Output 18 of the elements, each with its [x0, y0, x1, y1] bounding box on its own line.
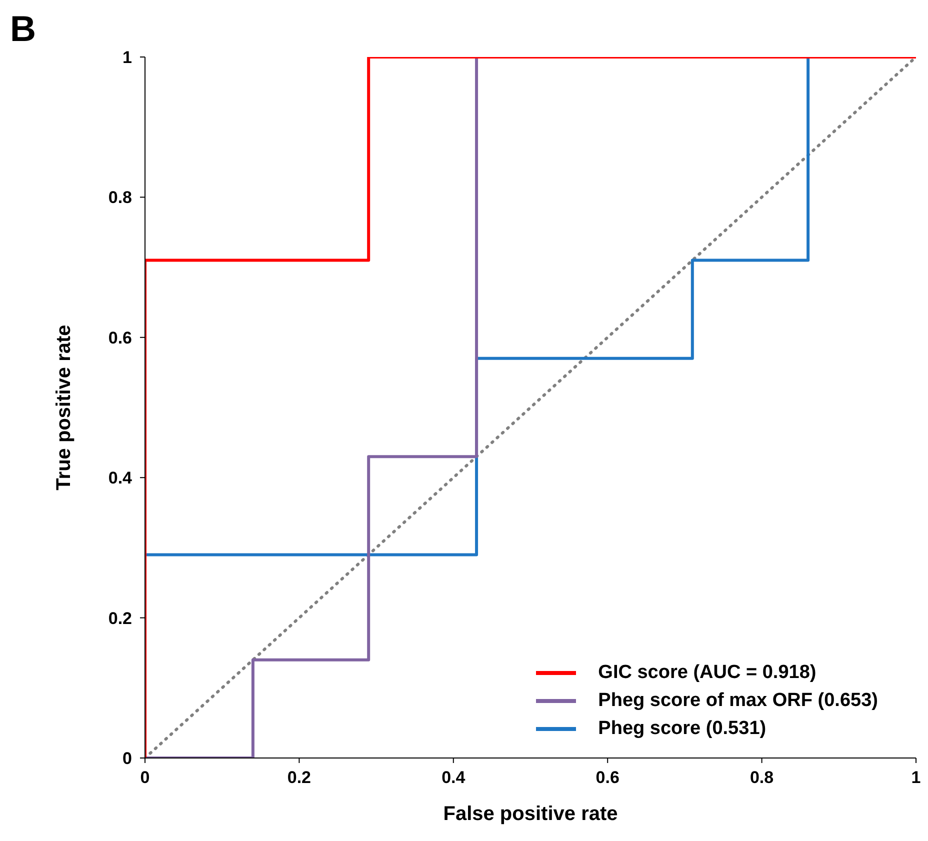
- legend-label: GIC score (AUC = 0.918): [598, 662, 816, 684]
- legend-label: Pheg score (0.531): [598, 718, 766, 740]
- chart-title: B: [10, 8, 36, 50]
- y-tick-label: 1: [122, 48, 132, 68]
- x-tick-label: 1: [911, 768, 921, 788]
- y-axis-title: True positive rate: [53, 324, 76, 490]
- x-axis-title: False positive rate: [443, 803, 618, 825]
- x-tick-label: 0.4: [442, 768, 466, 788]
- legend-label: Pheg score of max ORF (0.653): [598, 690, 878, 712]
- y-tick-label: 0.2: [108, 608, 132, 628]
- y-tick-label: 0.8: [108, 188, 132, 208]
- x-tick-label: 0.6: [596, 768, 620, 788]
- y-tick-label: 0: [122, 749, 132, 768]
- x-tick-label: 0.2: [287, 768, 312, 788]
- y-tick-label: 0.4: [108, 468, 133, 488]
- x-tick-label: 0: [140, 768, 150, 788]
- x-tick-label: 0.8: [750, 768, 774, 788]
- y-tick-label: 0.6: [108, 328, 132, 348]
